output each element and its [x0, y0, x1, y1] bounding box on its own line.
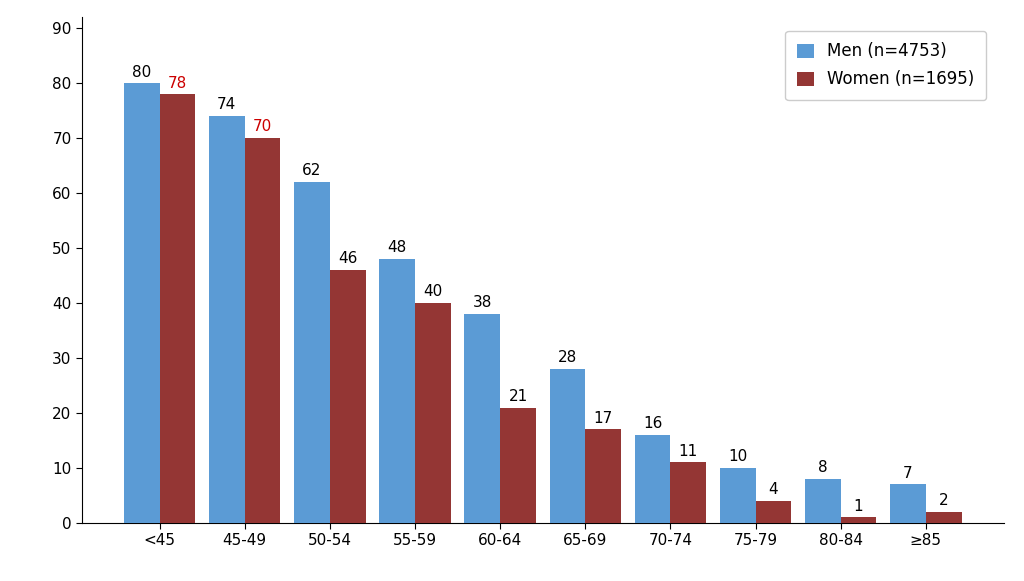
Text: 78: 78: [168, 76, 187, 91]
Text: 80: 80: [132, 64, 152, 80]
Bar: [805, 479, 841, 523]
Bar: [465, 314, 500, 523]
Bar: [841, 518, 877, 523]
Bar: [586, 429, 621, 523]
Text: 48: 48: [387, 241, 407, 255]
Text: 1: 1: [854, 498, 863, 514]
Text: 7: 7: [903, 465, 912, 480]
Text: 70: 70: [253, 120, 272, 134]
Text: 4: 4: [769, 482, 778, 497]
Text: 8: 8: [818, 460, 827, 475]
Bar: [209, 116, 245, 523]
Bar: [294, 182, 330, 523]
Text: 10: 10: [728, 449, 748, 464]
Text: 40: 40: [423, 284, 442, 299]
Text: 11: 11: [679, 444, 698, 458]
Text: 17: 17: [594, 411, 612, 426]
Bar: [500, 407, 536, 523]
Bar: [671, 462, 707, 523]
Bar: [926, 512, 962, 523]
Bar: [756, 501, 792, 523]
Text: 16: 16: [643, 416, 663, 431]
Bar: [720, 468, 756, 523]
Legend: Men (n=4753), Women (n=1695): Men (n=4753), Women (n=1695): [785, 31, 986, 100]
Bar: [124, 83, 160, 523]
Bar: [890, 485, 926, 523]
Bar: [635, 435, 671, 523]
Text: 46: 46: [338, 252, 357, 266]
Text: 62: 62: [302, 163, 322, 178]
Text: 28: 28: [558, 350, 578, 365]
Text: 2: 2: [939, 493, 948, 508]
Text: 38: 38: [473, 295, 492, 310]
Text: 74: 74: [217, 98, 237, 113]
Bar: [160, 94, 196, 523]
Text: 21: 21: [508, 389, 527, 404]
Bar: [245, 138, 281, 523]
Bar: [379, 259, 415, 523]
Bar: [550, 369, 586, 523]
Bar: [415, 303, 451, 523]
Bar: [330, 270, 366, 523]
